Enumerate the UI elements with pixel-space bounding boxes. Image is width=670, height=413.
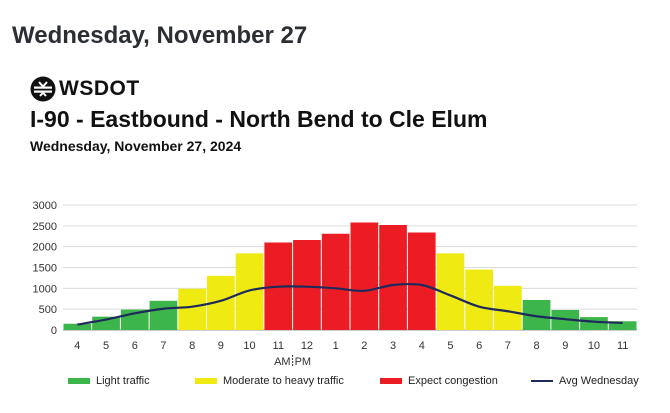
x-tick-label: 9 xyxy=(562,340,568,352)
pm-label: PM xyxy=(295,356,312,368)
x-tick-label: 8 xyxy=(189,340,195,352)
traffic-bar xyxy=(494,285,522,330)
legend-label-congestion: Expect congestion xyxy=(408,375,498,387)
traffic-bar xyxy=(149,300,178,330)
legend-label-avg: Avg Wednesday xyxy=(559,375,639,387)
traffic-bar xyxy=(350,222,379,330)
x-tick-label: 4 xyxy=(419,340,425,352)
traffic-bar xyxy=(178,288,206,330)
legend-item-moderate: Moderate to heavy traffic xyxy=(195,375,344,387)
x-tick-label: 12 xyxy=(301,340,313,352)
x-tick-label: 5 xyxy=(447,340,453,352)
legend-swatch-light xyxy=(68,378,90,384)
am-label: AM xyxy=(274,356,291,368)
x-tick-label: 3 xyxy=(390,340,396,352)
legend-line-avg xyxy=(531,380,553,382)
y-tick-label: 1500 xyxy=(33,263,57,275)
chart-title: I-90 - Eastbound - North Bend to Cle Elu… xyxy=(30,106,488,132)
wsdot-logo: WSDOT xyxy=(30,76,140,102)
avg-wednesday-line xyxy=(77,282,623,326)
traffic-bar xyxy=(580,317,608,330)
x-tick-label: 10 xyxy=(588,340,600,352)
wsdot-logo-icon xyxy=(30,76,56,102)
x-tick-label: 11 xyxy=(617,340,628,352)
x-tick-label: 6 xyxy=(132,340,138,352)
page-heading: Wednesday, November 27 xyxy=(12,22,308,49)
y-tick-label: 3000 xyxy=(33,200,57,212)
x-tick-label: 10 xyxy=(243,340,255,352)
legend-label-moderate: Moderate to heavy traffic xyxy=(223,375,344,387)
traffic-bar xyxy=(608,321,637,330)
y-tick-label: 1000 xyxy=(33,283,57,295)
x-tick-label: 4 xyxy=(74,340,80,352)
traffic-bar xyxy=(407,232,436,330)
legend-item-avg: Avg Wednesday xyxy=(531,375,639,387)
y-tick-label: 2000 xyxy=(33,242,57,254)
x-tick-label: 11 xyxy=(273,340,284,352)
legend-swatch-congestion xyxy=(380,378,402,384)
traffic-bar xyxy=(465,269,493,330)
traffic-bar xyxy=(235,253,264,330)
legend-swatch-moderate xyxy=(195,378,217,384)
x-tick-label: 6 xyxy=(476,340,482,352)
chart-subtitle: Wednesday, November 27, 2024 xyxy=(30,138,242,154)
y-tick-label: 2500 xyxy=(33,221,57,233)
x-tick-label: 7 xyxy=(160,340,166,352)
traffic-bar xyxy=(293,240,321,330)
y-tick-label: 0 xyxy=(51,325,57,337)
legend-item-light: Light traffic xyxy=(68,375,150,387)
x-tick-label: 9 xyxy=(218,340,224,352)
x-tick-label: 2 xyxy=(361,340,367,352)
wsdot-logo-text: WSDOT xyxy=(59,77,140,100)
traffic-bar xyxy=(379,225,407,330)
y-tick-label: 500 xyxy=(39,304,57,316)
traffic-bar xyxy=(321,233,350,330)
x-tick-label: 7 xyxy=(505,340,511,352)
x-tick-label: 1 xyxy=(333,340,339,352)
x-tick-label: 5 xyxy=(103,340,109,352)
traffic-bar xyxy=(63,323,92,330)
legend-label-light: Light traffic xyxy=(96,375,150,387)
x-tick-label: 8 xyxy=(533,340,539,352)
chart-legend: Light traffic Moderate to heavy traffic … xyxy=(0,375,670,389)
legend-item-congestion: Expect congestion xyxy=(380,375,498,387)
